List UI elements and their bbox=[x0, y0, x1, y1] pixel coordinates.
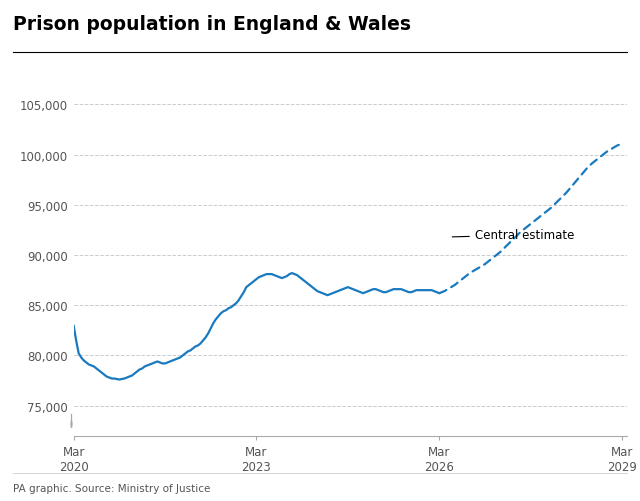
Text: PA graphic. Source: Ministry of Justice: PA graphic. Source: Ministry of Justice bbox=[13, 483, 210, 493]
Text: Central estimate: Central estimate bbox=[452, 229, 574, 242]
Text: Prison population in England & Wales: Prison population in England & Wales bbox=[13, 15, 411, 34]
